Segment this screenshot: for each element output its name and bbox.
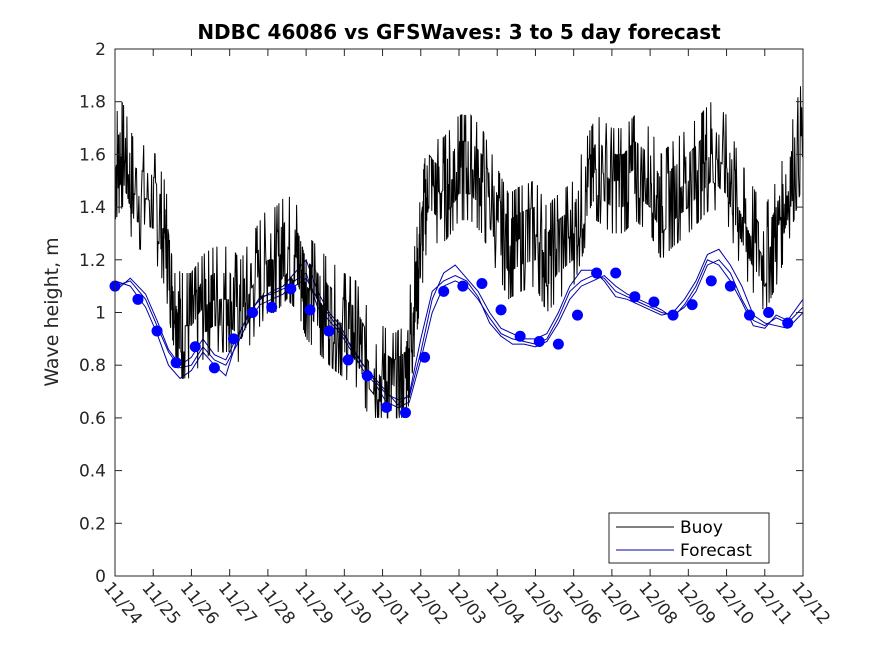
forecast-marker — [629, 291, 641, 303]
x-tick-label: 11/25 — [137, 578, 184, 628]
forecast-marker — [266, 301, 278, 313]
forecast-marker — [552, 338, 564, 350]
forecast-marker — [591, 267, 603, 279]
y-tick-label: 1.4 — [79, 198, 106, 218]
forecast-marker — [763, 307, 775, 318]
forecast-marker — [610, 267, 622, 279]
forecast-marker — [247, 307, 259, 318]
x-tick-label: 11/27 — [214, 578, 261, 628]
forecast-marker — [361, 370, 373, 382]
x-tick-label: 11/26 — [176, 578, 223, 628]
y-tick-label: 0.2 — [79, 514, 106, 534]
legend-forecast-label: Forecast — [680, 541, 752, 561]
forecast-marker — [533, 335, 545, 347]
x-tick-label: 11/28 — [252, 578, 299, 628]
forecast-marker — [208, 362, 220, 374]
y-tick-label: 1.2 — [79, 251, 106, 271]
legend-box — [608, 512, 770, 564]
forecast-marker — [304, 304, 316, 316]
forecast-marker — [476, 278, 488, 290]
y-tick-label: 1.8 — [79, 93, 106, 113]
forecast-marker — [648, 296, 660, 308]
x-tick-label: 12/11 — [749, 578, 796, 628]
chart-title: NDBC 46086 vs GFSWaves: 3 to 5 day forec… — [197, 20, 721, 44]
forecast-marker — [170, 357, 182, 369]
x-tick-label: 12/05 — [520, 578, 567, 628]
y-tick-label: 2 — [95, 40, 106, 60]
y-tick-label: 0.6 — [79, 409, 106, 429]
y-tick-label: 0.8 — [79, 356, 106, 376]
forecast-marker — [438, 285, 450, 297]
forecast-marker — [285, 283, 297, 295]
forecast-marker — [743, 309, 755, 321]
x-tick-label: 11/29 — [290, 578, 337, 628]
x-tick-label: 12/12 — [787, 578, 834, 628]
x-tick-label: 11/30 — [329, 578, 376, 628]
x-tick-label: 12/04 — [481, 578, 528, 628]
forecast-marker — [457, 280, 469, 292]
x-tick-label: 12/09 — [673, 578, 720, 628]
legend-buoy-label: Buoy — [680, 518, 723, 538]
y-tick-label: 1 — [95, 304, 106, 324]
forecast-marker — [686, 299, 698, 311]
forecast-marker — [380, 401, 392, 413]
x-tick-label: 11/24 — [99, 578, 146, 628]
forecast-marker — [419, 351, 431, 363]
forecast-marker — [495, 304, 507, 316]
forecast-marker — [782, 317, 794, 329]
forecast-marker — [323, 325, 335, 337]
forecast-marker — [705, 275, 717, 287]
buoy-line — [114, 86, 804, 419]
y-axis-label: Wave height, m — [41, 237, 63, 386]
x-tick-label: 12/06 — [558, 578, 605, 628]
forecast-marker — [514, 330, 526, 342]
forecast-marker — [399, 407, 411, 419]
y-tick-label: 0.4 — [79, 462, 106, 482]
x-tick-label: 12/08 — [634, 578, 681, 628]
x-tick-label: 12/01 — [367, 578, 414, 628]
x-tick-label: 12/07 — [596, 578, 643, 628]
forecast-line-alt — [114, 248, 804, 401]
series-layer — [109, 86, 804, 419]
y-tick-label: 1.6 — [79, 145, 106, 165]
legend: Buoy Forecast — [608, 512, 770, 564]
x-tick-label: 12/02 — [405, 578, 452, 628]
forecast-marker — [571, 309, 583, 321]
forecast-marker — [724, 280, 736, 292]
forecast-marker — [227, 333, 239, 345]
x-tick-label: 12/03 — [443, 578, 490, 628]
forecast-marker — [151, 325, 163, 337]
forecast-marker — [189, 341, 201, 353]
forecast-marker — [667, 309, 679, 321]
x-tick-label: 12/10 — [711, 578, 758, 628]
forecast-marker — [132, 293, 144, 305]
forecast-marker — [342, 354, 354, 366]
y-tick-label: 0 — [95, 567, 106, 587]
